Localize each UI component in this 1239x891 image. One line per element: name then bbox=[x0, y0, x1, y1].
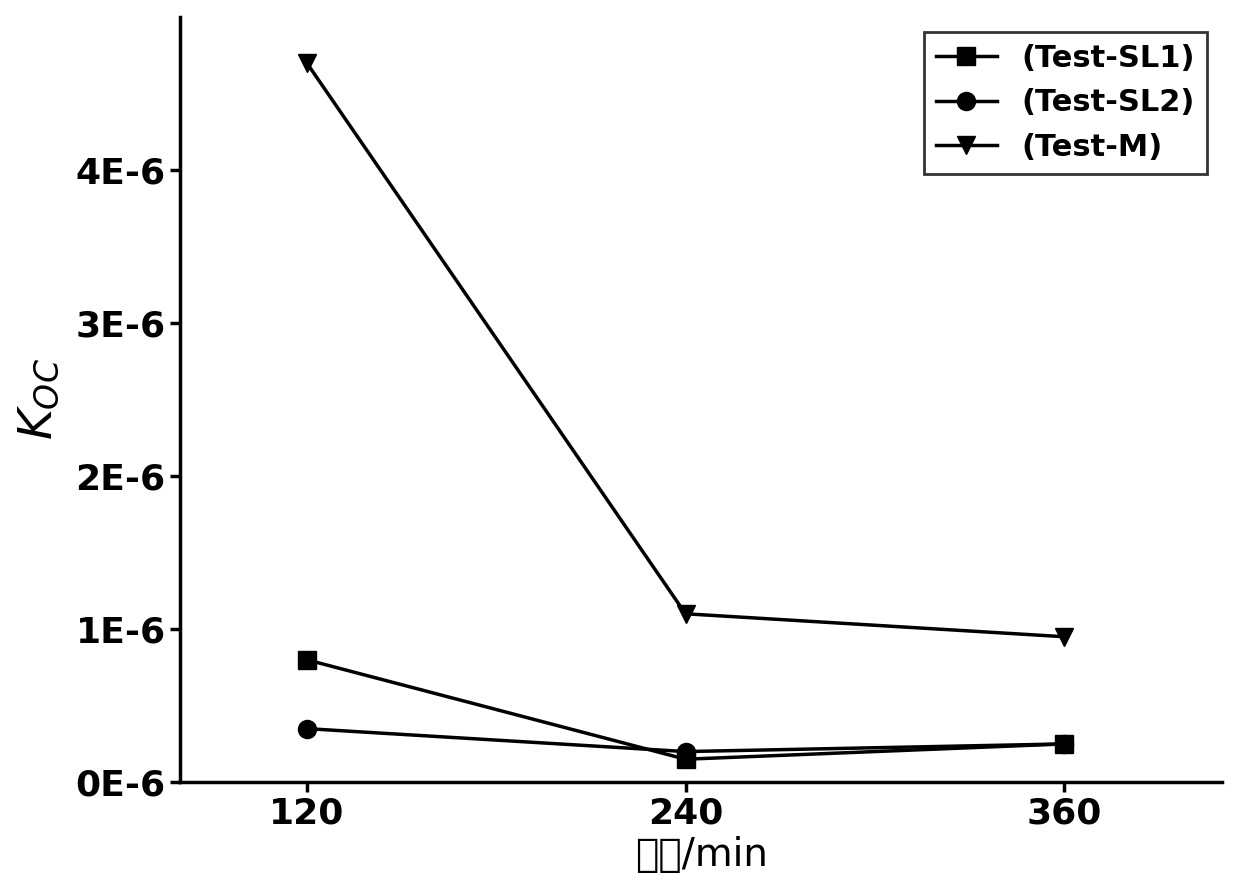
X-axis label: 时间/min: 时间/min bbox=[634, 837, 768, 874]
(Test-M) bbox=[1057, 632, 1072, 642]
(Test-SL2) bbox=[678, 747, 693, 757]
Y-axis label: $\mathit{K}_{OC}$: $\mathit{K}_{OC}$ bbox=[16, 358, 62, 440]
(Test-M) bbox=[678, 609, 693, 619]
Line: (Test-M): (Test-M) bbox=[297, 53, 1073, 646]
(Test-SL2) bbox=[299, 723, 313, 734]
(Test-SL1) bbox=[299, 654, 313, 665]
(Test-SL1) bbox=[1057, 739, 1072, 749]
Line: (Test-SL2): (Test-SL2) bbox=[297, 720, 1073, 761]
(Test-SL2) bbox=[1057, 739, 1072, 749]
(Test-M) bbox=[299, 57, 313, 68]
(Test-SL1) bbox=[678, 754, 693, 764]
Legend: (Test-SL1), (Test-SL2), (Test-M): (Test-SL1), (Test-SL2), (Test-M) bbox=[923, 32, 1207, 174]
Line: (Test-SL1): (Test-SL1) bbox=[297, 650, 1073, 768]
